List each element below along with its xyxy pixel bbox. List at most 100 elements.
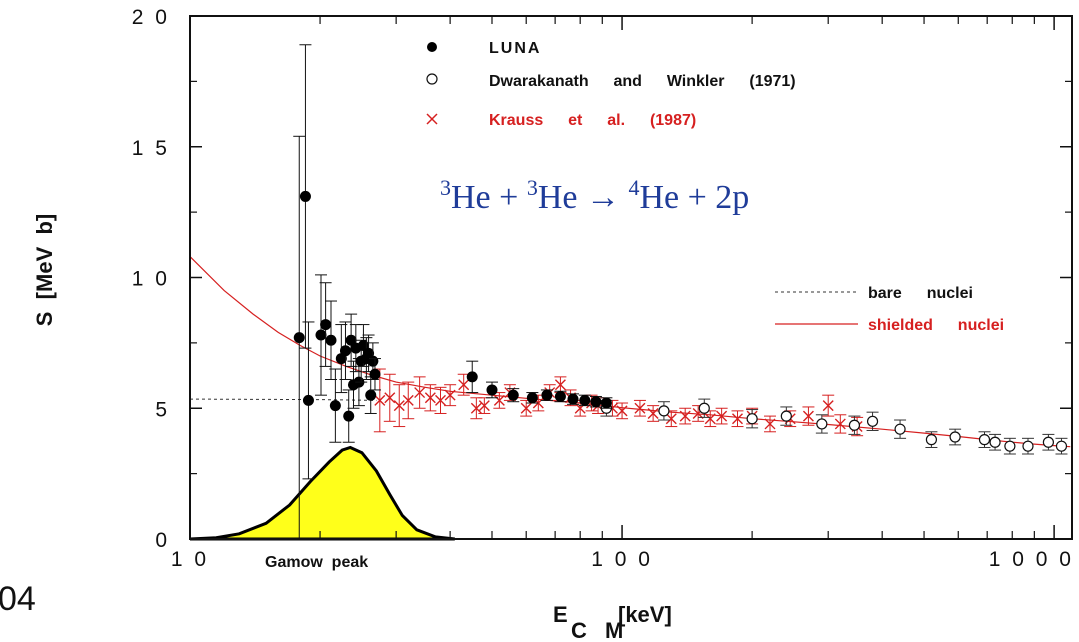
eq-superscript-1: 3 (440, 175, 451, 200)
legend-label-dw: Dwarakanath and Winkler (1971) (489, 73, 796, 90)
krauss-point (478, 400, 490, 412)
x-tick-label: 1 0 0 (591, 548, 653, 571)
luna-point (507, 389, 519, 401)
tick-labels: 0 5 1 0 1 5 2 0 1 0 1 0 0 1 0 0 0 (132, 6, 1074, 571)
bare-nuclei-curve (189, 398, 377, 401)
krauss-point (435, 394, 446, 406)
dw-point (1042, 436, 1055, 448)
curve-legend: bare nuclei shielded nuclei (775, 285, 1004, 334)
dw-point (780, 410, 792, 422)
krauss-point (665, 413, 677, 425)
luna-point (315, 329, 327, 341)
eq-part-2: He → (538, 179, 629, 216)
dw-point (816, 418, 828, 430)
luna-point (579, 394, 591, 406)
curve-legend-shielded-label: shielded nuclei (868, 317, 1004, 334)
krauss-point (679, 410, 691, 422)
krauss-point (704, 413, 716, 425)
luna-point (325, 334, 337, 346)
krauss-point (444, 389, 456, 401)
luna-point (343, 410, 355, 422)
dw-point (1055, 440, 1068, 452)
luna-point (302, 394, 314, 406)
dw-point (866, 415, 879, 427)
krauss-point (834, 418, 846, 430)
krauss-point (393, 400, 405, 412)
luna-point (293, 332, 305, 344)
dw-point (1022, 440, 1034, 452)
luna-point (567, 393, 579, 405)
krauss-point (470, 402, 482, 414)
y-tick-label: 0 (155, 529, 170, 552)
y-tick-label: 2 0 (132, 6, 170, 29)
krauss-point (764, 418, 776, 430)
krauss-point (402, 394, 414, 406)
krauss-point (647, 407, 659, 419)
dw-point (698, 402, 710, 414)
krauss-point (716, 410, 728, 422)
krauss-point (424, 392, 436, 404)
legend: LUNA Dwarakanath and Winkler (1971) Krau… (426, 40, 796, 129)
gamow-peak-area (189, 445, 455, 541)
dw-point (746, 413, 758, 425)
krauss-point (458, 379, 470, 391)
dw-point (1004, 440, 1016, 452)
y-tick-label: 1 5 (132, 137, 170, 160)
luna-point (466, 371, 478, 383)
curve-legend-bare-label: bare nuclei (868, 285, 973, 302)
luna-point (365, 389, 377, 401)
krauss-point (493, 394, 505, 406)
eq-superscript-3: 4 (628, 175, 639, 200)
krauss-point (374, 394, 386, 406)
tick-marks (189, 15, 1072, 540)
krauss-point (520, 402, 532, 414)
dw-point (894, 423, 906, 435)
luna-point (329, 400, 341, 412)
x-tick-label: 1 0 0 0 (989, 548, 1074, 571)
dw-point (978, 434, 991, 446)
luna-point (590, 396, 602, 408)
dw-point (848, 419, 861, 431)
x-axis-label: E (553, 602, 568, 627)
legend-label-krauss: Krauss et al. (1987) (489, 112, 696, 129)
x-tick-label: 1 0 (171, 548, 209, 571)
dw-point (989, 436, 1001, 448)
krauss-point (554, 379, 566, 391)
y-tick-label: 1 0 (132, 268, 170, 291)
y-tick-label: 5 (155, 398, 170, 421)
data-marks (293, 44, 1068, 540)
legend-marker-dw (426, 73, 438, 85)
luna-point (541, 389, 553, 401)
plot-frame (189, 15, 1073, 540)
dw-point (925, 434, 938, 446)
reaction-equation: 3He + 3He → 4He + 2p (440, 175, 749, 216)
gamow-peak-label: Gamow peak (265, 554, 368, 571)
luna-point (320, 319, 332, 331)
side-text: 04 (0, 580, 36, 618)
dw-point (658, 405, 670, 417)
luna-point (554, 390, 566, 402)
x-axis-unit: [keV] (618, 602, 672, 627)
luna-point (367, 355, 379, 367)
y-axis-label: S [MeV b] (32, 214, 57, 326)
krauss-point (822, 400, 834, 412)
legend-marker-luna (427, 42, 437, 52)
eq-part-1: He + (451, 179, 527, 216)
eq-superscript-2: 3 (527, 175, 538, 200)
legend-marker-krauss (426, 113, 438, 125)
luna-point (526, 392, 538, 404)
x-axis-label-subscript: C M (571, 618, 629, 642)
luna-point (299, 190, 311, 202)
luna-point (369, 368, 381, 380)
legend-label-luna: LUNA (489, 40, 541, 57)
krauss-point (414, 387, 426, 399)
eq-part-3: He + 2p (639, 179, 749, 216)
luna-point (339, 345, 351, 357)
dw-point (949, 431, 961, 443)
luna-point (600, 397, 612, 409)
krauss-point (616, 405, 628, 417)
krauss-point (384, 392, 396, 404)
luna-point (486, 384, 498, 396)
krauss-point (802, 410, 814, 422)
